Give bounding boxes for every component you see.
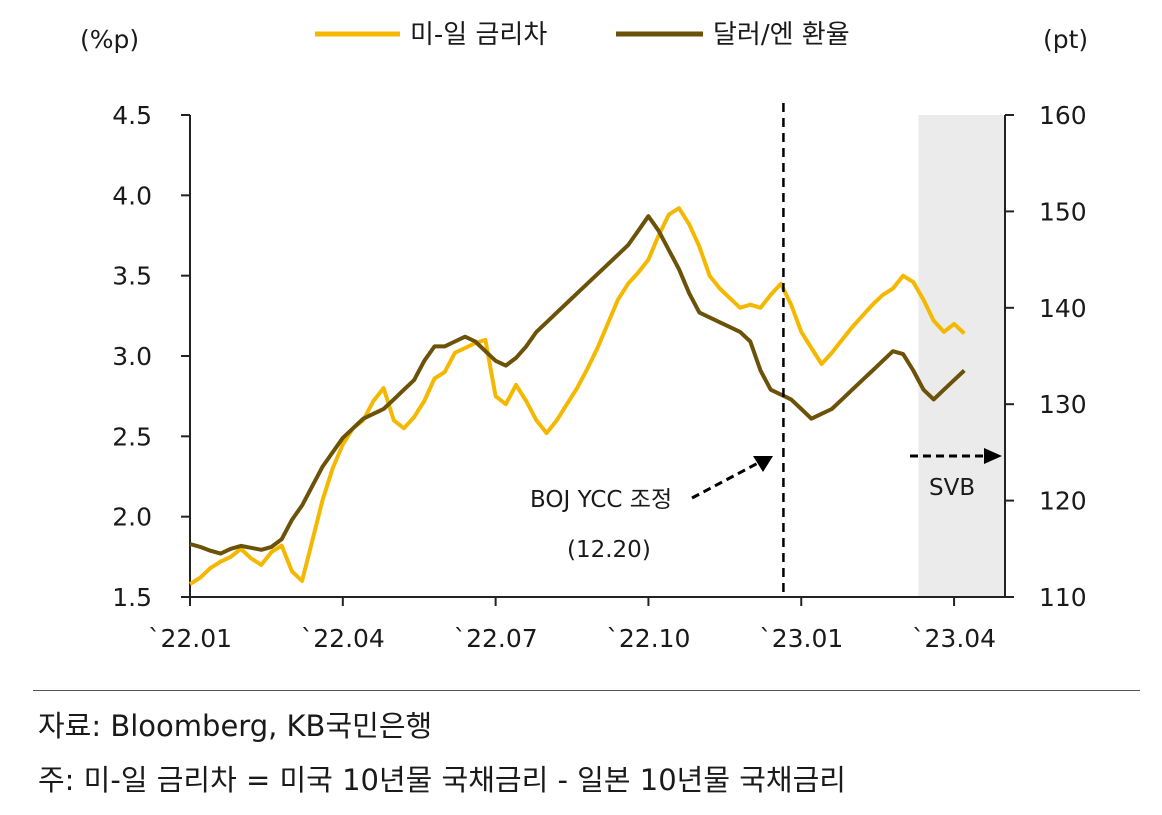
left-axis-tick-label: 3.5 [112, 262, 152, 291]
right-axis-tick-label: 140 [1039, 294, 1087, 323]
left-axis-tick-label: 3.0 [112, 342, 152, 371]
x-axis-tick-label: `22.07 [454, 624, 538, 653]
right-axis-tick-label: 110 [1039, 583, 1087, 612]
left-axis-tick-label: 4.5 [112, 101, 152, 130]
x-axis-tick-label: `23.01 [759, 624, 843, 653]
right-axis-tick-label: 150 [1039, 197, 1087, 226]
right-axis-tick-label: 120 [1039, 487, 1087, 516]
source-note: 자료: Bloomberg, KB국민은행 [38, 709, 433, 743]
right-axis-tick-label: 130 [1039, 390, 1087, 419]
x-axis-tick-label: `22.10 [606, 624, 690, 653]
svb-shaded-region [918, 115, 1005, 597]
left-axis-tick-label: 2.5 [112, 422, 152, 451]
left-axis-unit: (%p) [80, 25, 139, 54]
legend-label-spread: 미-일 금리차 [410, 20, 547, 50]
right-axis-tick-label: 160 [1039, 101, 1087, 130]
svb-label: SVB [929, 475, 975, 501]
chart: (%p) (pt) 미-일 금리차 달러/엔 환율 4.5 4.0 3.5 3.0 2.… [80, 20, 1088, 653]
series-line-usdjpy [189, 214, 966, 556]
footnote: 주: 미-일 금리차 = 미국 10년물 국채금리 - 일본 10년물 국채금리 [38, 763, 846, 797]
left-axis-tick-label: 4.0 [112, 181, 152, 210]
boj-arrow-head [753, 456, 773, 472]
left-axis-tick-label: 2.0 [112, 503, 152, 532]
footer-divider [33, 690, 1140, 691]
legend-label-usdjpy: 달러/엔 환율 [713, 20, 850, 50]
x-axis-tick-label: `22.01 [148, 624, 232, 653]
x-axis-tick-label: `22.04 [301, 624, 385, 653]
boj-label: BOJ YCC 조정 [530, 487, 672, 513]
series-line-rate-spread [188, 206, 966, 586]
svb-arrow-head [984, 448, 1002, 464]
boj-arrow [691, 460, 761, 500]
left-axis-tick-label: 1.5 [112, 583, 152, 612]
boj-date: (12.20) [567, 537, 651, 563]
right-axis-unit: (pt) [1043, 25, 1088, 54]
legend: 미-일 금리차 달러/엔 환율 [315, 20, 850, 50]
x-axis-tick-label: `23.04 [912, 624, 996, 653]
